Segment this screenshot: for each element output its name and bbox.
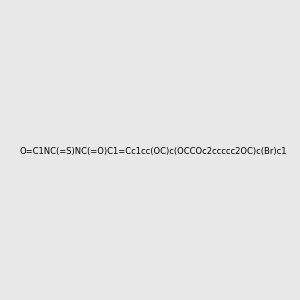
Text: O=C1NC(=S)NC(=O)C1=Cc1cc(OC)c(OCCOc2ccccc2OC)c(Br)c1: O=C1NC(=S)NC(=O)C1=Cc1cc(OC)c(OCCOc2cccc… <box>20 147 287 156</box>
